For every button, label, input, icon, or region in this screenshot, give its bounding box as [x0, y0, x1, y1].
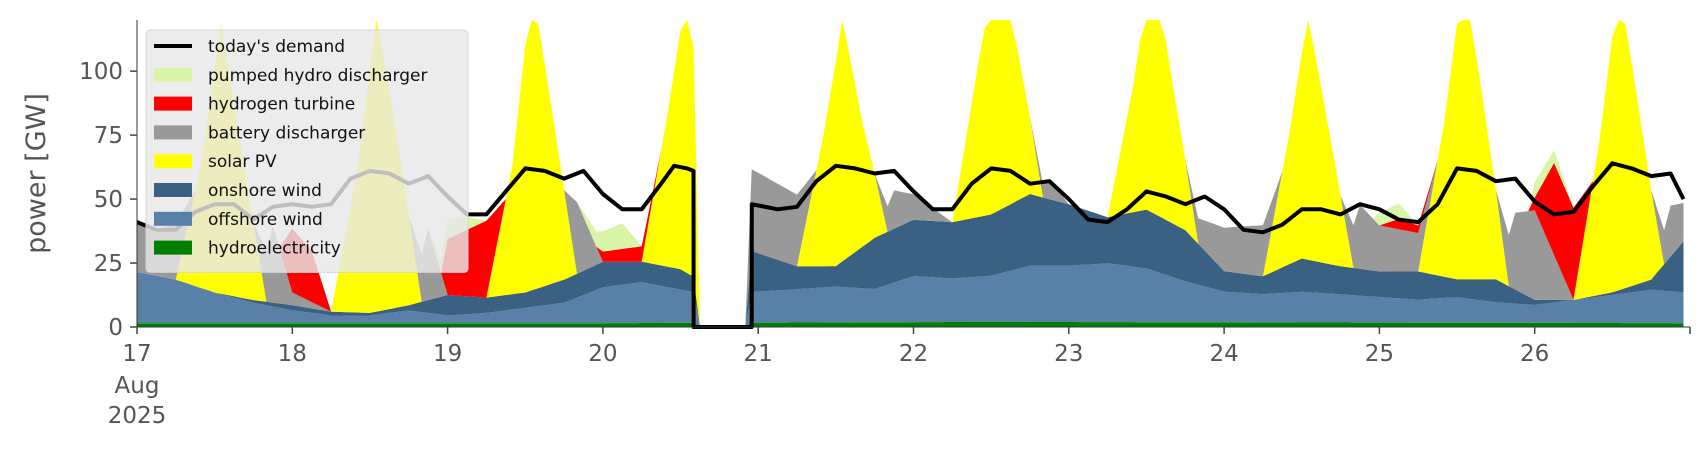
- area-hydroelectricity: [137, 321, 1684, 327]
- x-tick-label: 21: [744, 341, 773, 367]
- area-offshore-wind: [137, 263, 1684, 327]
- legend-label-hydroelectricity: hydroelectricity: [208, 239, 341, 259]
- legend-swatch-solar-pv: [154, 154, 192, 169]
- legend-swatch-battery-discharger: [154, 125, 192, 140]
- area-solar-pv: [137, 20, 1684, 327]
- x-tick-label: 25: [1365, 341, 1394, 367]
- legend-label-pumped-hydro-discharger: pumped hydro discharger: [208, 66, 427, 86]
- legend-box: [145, 29, 469, 273]
- y-axis-label: power [GW]: [21, 93, 52, 254]
- legend-swatch-hydrogen-turbine: [154, 96, 192, 111]
- area-onshore-wind: [137, 194, 1684, 327]
- legend-label-battery-discharger: battery discharger: [208, 123, 365, 143]
- legend-swatch-onshore-wind: [154, 183, 192, 197]
- y-tick-label: 0: [108, 315, 123, 341]
- x-tick-label: 24: [1209, 341, 1238, 367]
- legend-swatch-hydroelectricity: [154, 240, 192, 255]
- legend-label-solar-pv: solar PV: [208, 152, 277, 172]
- y-tick-label: 75: [94, 123, 123, 149]
- x-tick-sublabel-month: Aug: [115, 373, 160, 399]
- x-tick-label: 26: [1520, 341, 1549, 367]
- x-tick-label: 20: [588, 341, 617, 367]
- legend-swatch-offshore-wind: [154, 211, 192, 226]
- x-tick-label: 17: [122, 341, 151, 367]
- area-battery-discharger: [137, 20, 1684, 327]
- legend-label-hydrogen-turbine: hydrogen turbine: [208, 95, 355, 115]
- axes: 0 25 50 75 100 17 Aug 2025 18 19 20 21 22 23 24 25 26 pow…: [21, 20, 1691, 429]
- x-tick-label: 18: [278, 341, 307, 367]
- x-tick-label: 23: [1054, 341, 1083, 367]
- y-tick-label: 50: [94, 187, 123, 213]
- x-tick-label: 19: [433, 341, 462, 367]
- legend-label-onshore-wind: onshore wind: [208, 181, 322, 201]
- x-tick-sublabel-year: 2025: [108, 403, 167, 429]
- x-tick-label: 22: [899, 341, 928, 367]
- stacked-area-layer: [137, 20, 1684, 327]
- legend-swatch-pumped-hydro-discharger: [154, 67, 192, 82]
- legend-label-offshore-wind: offshore wind: [208, 210, 323, 230]
- legend-label-today-s-demand: today's demand: [208, 37, 345, 57]
- y-tick-label: 25: [94, 251, 123, 277]
- y-tick-label: 100: [79, 59, 123, 85]
- legend: today's demand pumped hydro discharger hyd…: [145, 29, 469, 273]
